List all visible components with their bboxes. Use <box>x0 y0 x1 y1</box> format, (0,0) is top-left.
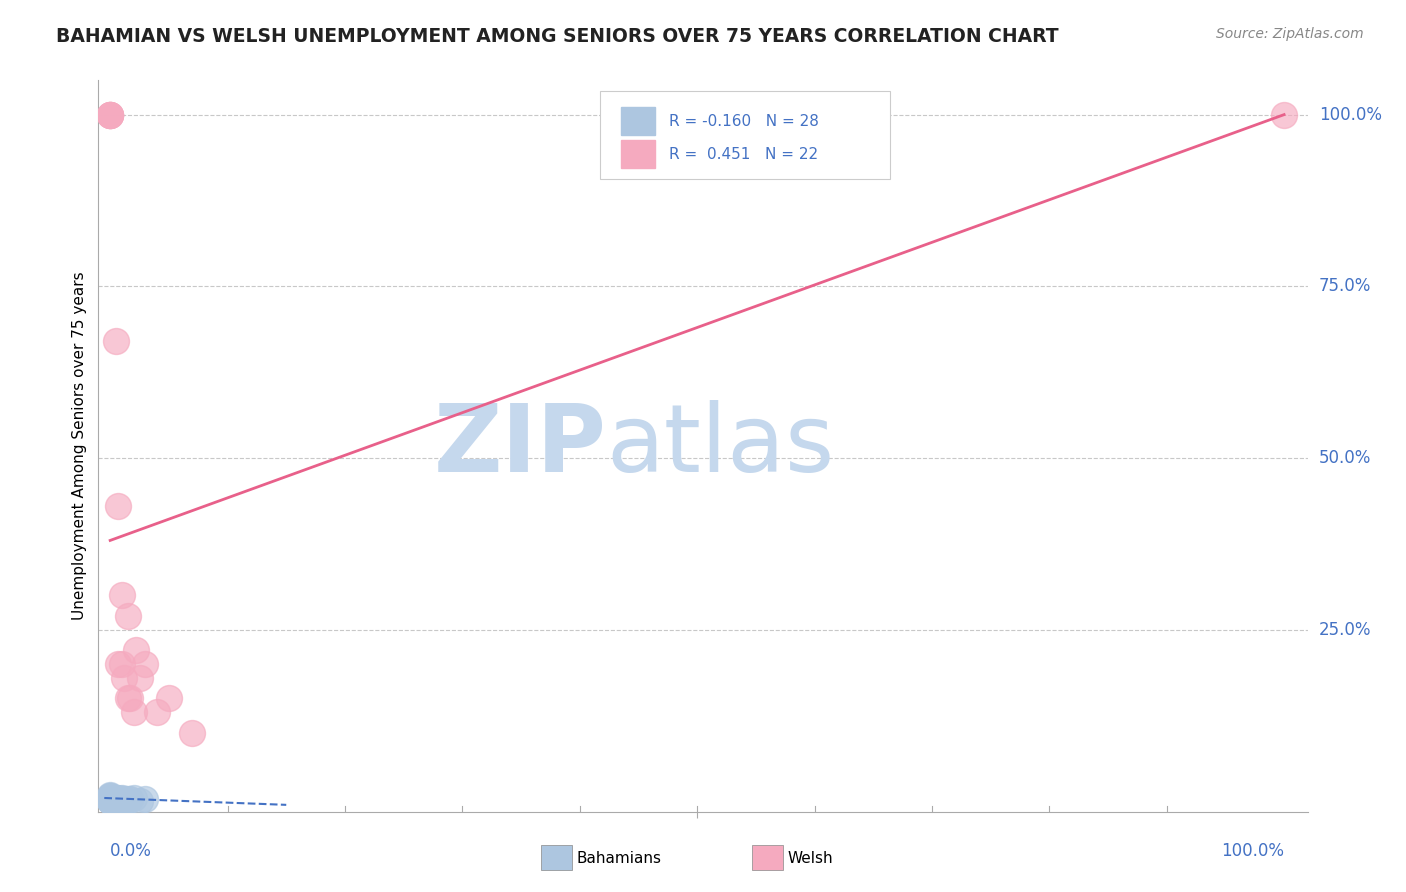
Point <box>112 671 135 685</box>
Point <box>117 691 139 706</box>
Point <box>117 609 139 624</box>
Y-axis label: Unemployment Among Seniors over 75 years: Unemployment Among Seniors over 75 years <box>72 272 87 620</box>
Text: ZIP: ZIP <box>433 400 606 492</box>
Text: 100.0%: 100.0% <box>1319 105 1382 124</box>
Point <box>98 107 121 121</box>
Point <box>98 794 121 808</box>
Point <box>98 107 121 121</box>
Point <box>98 107 121 121</box>
Point <box>111 792 134 806</box>
Point <box>117 794 139 808</box>
Point <box>181 725 204 739</box>
Point <box>98 794 121 808</box>
Point <box>157 691 180 706</box>
Text: 100.0%: 100.0% <box>1220 842 1284 860</box>
FancyBboxPatch shape <box>621 107 655 136</box>
Point <box>107 794 129 808</box>
FancyBboxPatch shape <box>600 91 890 179</box>
Point <box>112 792 135 806</box>
Text: 50.0%: 50.0% <box>1319 449 1371 467</box>
Point <box>122 705 145 719</box>
Point <box>98 794 121 808</box>
Point <box>111 657 134 671</box>
Point <box>98 107 121 121</box>
Point <box>98 791 121 805</box>
Point <box>98 791 121 805</box>
Point <box>111 794 134 808</box>
Point <box>98 107 121 121</box>
Point <box>105 334 128 349</box>
Point <box>98 789 121 803</box>
Point <box>98 789 121 803</box>
Point <box>117 792 139 806</box>
Point <box>105 794 128 808</box>
Point <box>105 791 128 805</box>
Text: 0.0%: 0.0% <box>110 842 152 860</box>
Point <box>128 794 150 808</box>
Point <box>98 792 121 806</box>
Point <box>111 588 134 602</box>
Point <box>128 671 150 685</box>
Point <box>111 791 134 805</box>
Point <box>107 791 129 805</box>
Text: R = -0.160   N = 28: R = -0.160 N = 28 <box>669 114 820 128</box>
Point <box>134 792 156 806</box>
Point <box>134 657 156 671</box>
Text: Welsh: Welsh <box>787 851 832 865</box>
Point <box>98 794 121 808</box>
Point <box>125 643 148 657</box>
Point <box>105 792 128 806</box>
FancyBboxPatch shape <box>621 140 655 168</box>
Point <box>107 657 129 671</box>
Text: Bahamians: Bahamians <box>576 851 661 865</box>
Point <box>146 705 169 719</box>
Text: atlas: atlas <box>606 400 835 492</box>
Point <box>98 788 121 802</box>
Text: R =  0.451   N = 22: R = 0.451 N = 22 <box>669 146 818 161</box>
Text: 25.0%: 25.0% <box>1319 621 1371 639</box>
Text: 75.0%: 75.0% <box>1319 277 1371 295</box>
Point <box>114 794 136 808</box>
Point <box>120 691 142 706</box>
Point <box>107 792 129 806</box>
Point <box>107 499 129 513</box>
Point <box>98 792 121 806</box>
Point <box>122 791 145 805</box>
Text: Source: ZipAtlas.com: Source: ZipAtlas.com <box>1216 27 1364 41</box>
Point <box>1272 107 1295 121</box>
Point <box>120 792 142 806</box>
Text: BAHAMIAN VS WELSH UNEMPLOYMENT AMONG SENIORS OVER 75 YEARS CORRELATION CHART: BAHAMIAN VS WELSH UNEMPLOYMENT AMONG SEN… <box>56 27 1059 45</box>
